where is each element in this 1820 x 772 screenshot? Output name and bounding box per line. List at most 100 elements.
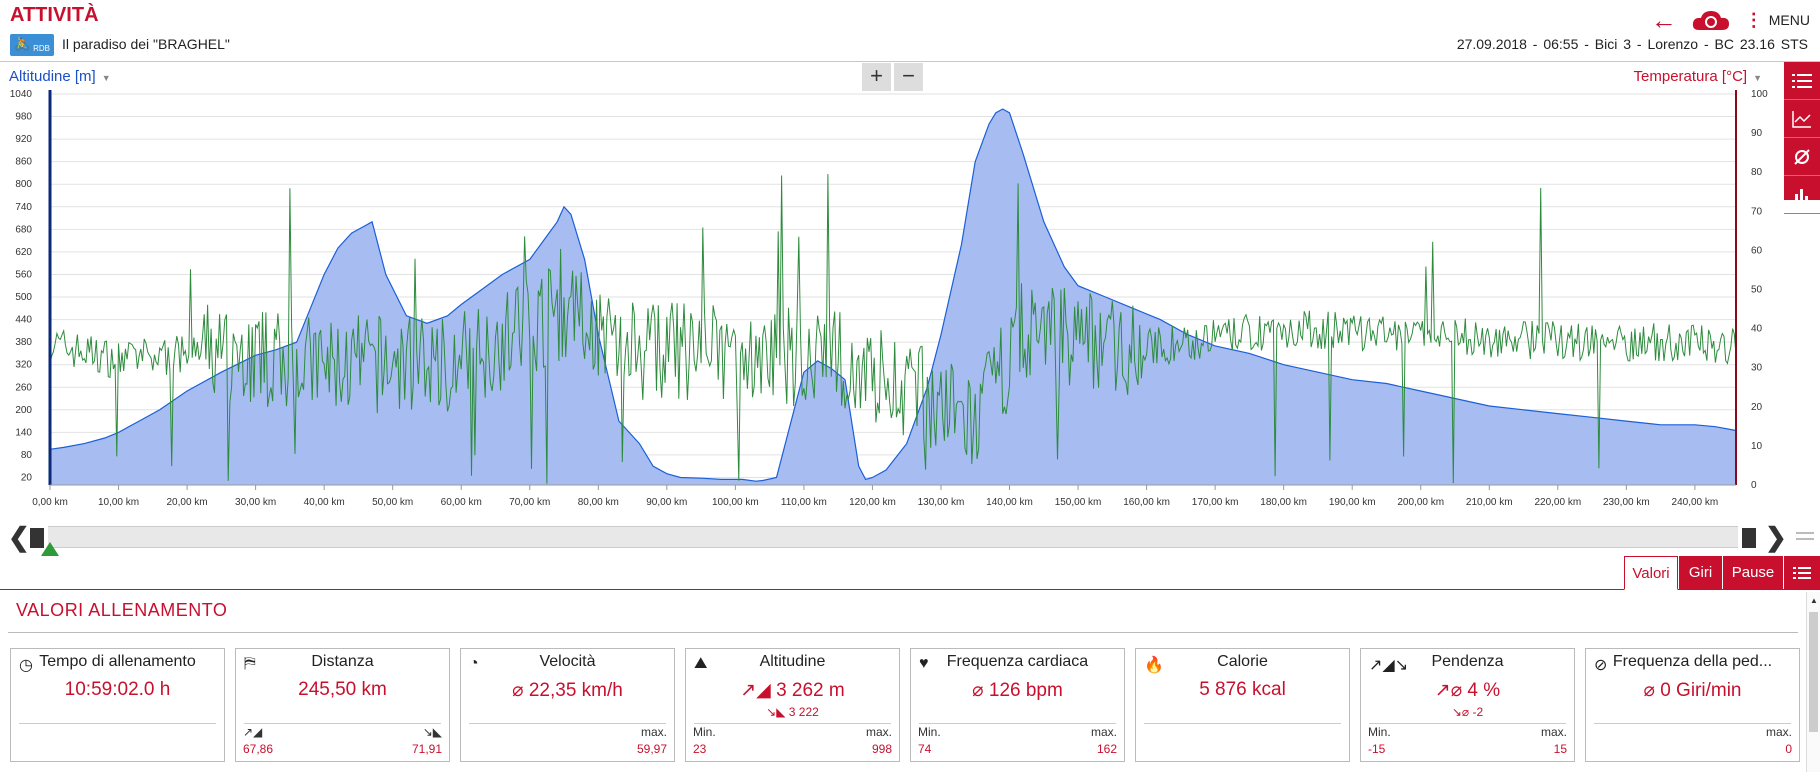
stat-value: ⌀ 0 Giri/min bbox=[1643, 680, 1742, 701]
menu-label: MENU bbox=[1768, 12, 1810, 28]
range-handle-right[interactable] bbox=[1742, 528, 1756, 548]
x-tick-label: 70,00 km bbox=[509, 497, 550, 508]
stat-card-2[interactable]: ⛿ Distanza 245,50 km ↗◢ ↘◣ 67,86 71,91 bbox=[235, 648, 450, 762]
tab-options-button[interactable] bbox=[1784, 556, 1820, 590]
cloud-sync-icon[interactable] bbox=[1691, 8, 1731, 32]
values-tabs: Valori Giri Pause bbox=[0, 554, 1820, 590]
left-tick-label: 800 bbox=[15, 179, 32, 190]
stat-title: Tempo di allenamento bbox=[39, 653, 196, 670]
stat-max-label: max. bbox=[640, 725, 667, 739]
stat-icon: ⛰ bbox=[694, 655, 708, 672]
temperature-line bbox=[49, 174, 1737, 484]
average-icon bbox=[1794, 148, 1810, 165]
stat-card-7[interactable]: ↗◢↘ Pendenza ↗⌀ 4 % ↘⌀ -2 Min. max. -15 15 bbox=[1360, 648, 1575, 762]
line-chart-button[interactable] bbox=[1784, 100, 1820, 138]
x-tick-label: 200,00 km bbox=[1397, 497, 1444, 508]
chart-range-scrollbar[interactable]: ❮ ❯ bbox=[0, 518, 1820, 556]
bike-icon: 🚴 bbox=[14, 36, 31, 51]
stat-separator bbox=[694, 723, 891, 724]
x-tick-label: 110,00 km bbox=[781, 497, 827, 508]
list-icon bbox=[1793, 567, 1811, 579]
x-tick-label: 210,00 km bbox=[1466, 497, 1513, 508]
x-tick-label: 150,00 km bbox=[1055, 497, 1102, 508]
scroll-thumb[interactable] bbox=[1809, 612, 1818, 732]
x-tick-label: 90,00 km bbox=[646, 497, 687, 508]
stat-card-1[interactable]: ◷ Tempo di allenamento 10:59:02.0 h bbox=[10, 648, 225, 762]
activity-name: Il paradiso dei "BRAGHEL" bbox=[62, 36, 230, 52]
stat-card-5[interactable]: ♥ Frequenza cardiaca ⌀ 126 bpm Min. max. 74 16… bbox=[910, 648, 1125, 762]
x-tick-label: 160,00 km bbox=[1123, 497, 1170, 508]
stat-icon: ◔ bbox=[469, 655, 479, 672]
left-tick-label: 680 bbox=[15, 224, 32, 235]
stat-icon: ♥ bbox=[919, 655, 929, 672]
x-tick-label: 240,00 km bbox=[1672, 497, 1719, 508]
zoom-out-button[interactable]: − bbox=[894, 63, 923, 91]
stat-separator bbox=[1144, 723, 1341, 724]
left-axis-label: Altitudine [m] bbox=[9, 68, 96, 85]
stat-max-value: 71,91 bbox=[411, 742, 442, 756]
tab-pause[interactable]: Pause bbox=[1723, 556, 1783, 590]
menu-button[interactable]: ⋮ MENU bbox=[1745, 10, 1810, 31]
stat-subvalue: ↘⌀ -2 bbox=[1451, 705, 1484, 719]
activity-meta: 27.09.2018 - 06:55 - Bici 3 - Lorenzo - … bbox=[1456, 36, 1808, 52]
page-title: ATTIVITÀ bbox=[10, 4, 99, 26]
caret-down-icon: ▼ bbox=[1753, 73, 1762, 83]
x-tick-label: 40,00 km bbox=[304, 497, 345, 508]
stat-value: 10:59:02.0 h bbox=[64, 679, 171, 700]
left-tick-label: 740 bbox=[15, 202, 32, 213]
scroll-up-icon[interactable]: ▲ bbox=[1810, 596, 1818, 605]
stat-value: 5 876 kcal bbox=[1199, 679, 1286, 700]
x-tick-label: 230,00 km bbox=[1603, 497, 1650, 508]
scroll-right-icon[interactable]: ❯ bbox=[1765, 522, 1787, 552]
stat-title: Distanza bbox=[311, 653, 374, 670]
stat-min-label: ↗◢ bbox=[243, 725, 263, 739]
right-tick-label: 30 bbox=[1751, 363, 1763, 374]
range-handle-left[interactable] bbox=[30, 528, 44, 548]
stat-value: ↗⌀ 4 % bbox=[1434, 680, 1501, 701]
header: ATTIVITÀ 🚴 RDB Il paradiso dei "BRAGHEL" … bbox=[0, 0, 1820, 62]
stat-card-3[interactable]: ◔ Velocità ⌀ 22,35 km/h max. 59,97 bbox=[460, 648, 675, 762]
scroll-track[interactable] bbox=[48, 526, 1738, 548]
scroll-left-icon[interactable]: ❮ bbox=[8, 522, 30, 552]
stat-icon: ⛿ bbox=[244, 655, 256, 672]
caret-down-icon: ▼ bbox=[101, 73, 111, 83]
average-button[interactable] bbox=[1784, 138, 1820, 176]
stat-title: Velocità bbox=[539, 653, 596, 670]
left-tick-label: 500 bbox=[15, 292, 32, 303]
stat-icon: ◷ bbox=[19, 657, 33, 674]
stat-title: Calorie bbox=[1217, 653, 1268, 670]
right-tick-label: 10 bbox=[1751, 441, 1763, 452]
kebab-icon: ⋮ bbox=[1744, 9, 1763, 30]
stat-card-8[interactable]: ⊘ Frequenza della ped... ⌀ 0 Giri/min max. 0 bbox=[1585, 648, 1800, 762]
tab-giri[interactable]: Giri bbox=[1679, 556, 1722, 590]
stat-min-value: 23 bbox=[693, 742, 707, 756]
left-tick-label: 980 bbox=[15, 112, 32, 123]
stat-max-label: ↘◣ bbox=[422, 725, 442, 739]
stat-title: Altitudine bbox=[759, 653, 826, 670]
stat-max-label: max. bbox=[1540, 725, 1567, 739]
left-axis-selector[interactable]: Altitudine [m] ▼ bbox=[9, 68, 111, 85]
stat-min-label: Min. bbox=[1368, 725, 1391, 739]
stat-card-6[interactable]: 🔥 Calorie 5 876 kcal bbox=[1135, 648, 1350, 762]
x-tick-label: 60,00 km bbox=[441, 497, 482, 508]
stat-icon: 🔥 bbox=[1144, 657, 1164, 674]
drag-handle-icon[interactable] bbox=[1796, 532, 1814, 540]
stat-card-4[interactable]: ⛰ Altitudine ↗◢ 3 262 m ↘◣ 3 222 Min. max. 23 9… bbox=[685, 648, 900, 762]
list-view-button[interactable] bbox=[1784, 62, 1820, 100]
right-axis-selector[interactable]: Temperatura [°C] ▼ bbox=[1634, 68, 1762, 85]
x-tick-label: 170,00 km bbox=[1192, 497, 1239, 508]
right-tick-label: 100 bbox=[1751, 90, 1768, 100]
stat-value: ⌀ 126 bpm bbox=[972, 680, 1063, 701]
back-arrow-icon[interactable]: ← bbox=[1650, 5, 1677, 35]
vertical-scrollbar[interactable]: ▲ bbox=[1806, 592, 1820, 772]
tab-valori[interactable]: Valori bbox=[1624, 556, 1678, 590]
activity-chart[interactable]: 1040980920860800740680620560500440380320… bbox=[0, 90, 1780, 515]
left-tick-label: 320 bbox=[15, 360, 32, 371]
stat-min-value: 74 bbox=[918, 742, 932, 756]
stat-max-label: max. bbox=[1090, 725, 1117, 739]
zoom-in-button[interactable]: + bbox=[862, 63, 891, 91]
right-axis-label: Temperatura [°C] bbox=[1633, 68, 1748, 85]
bar-chart-button[interactable] bbox=[1784, 176, 1820, 214]
position-marker-icon[interactable] bbox=[41, 542, 59, 556]
stat-separator bbox=[1594, 723, 1791, 724]
